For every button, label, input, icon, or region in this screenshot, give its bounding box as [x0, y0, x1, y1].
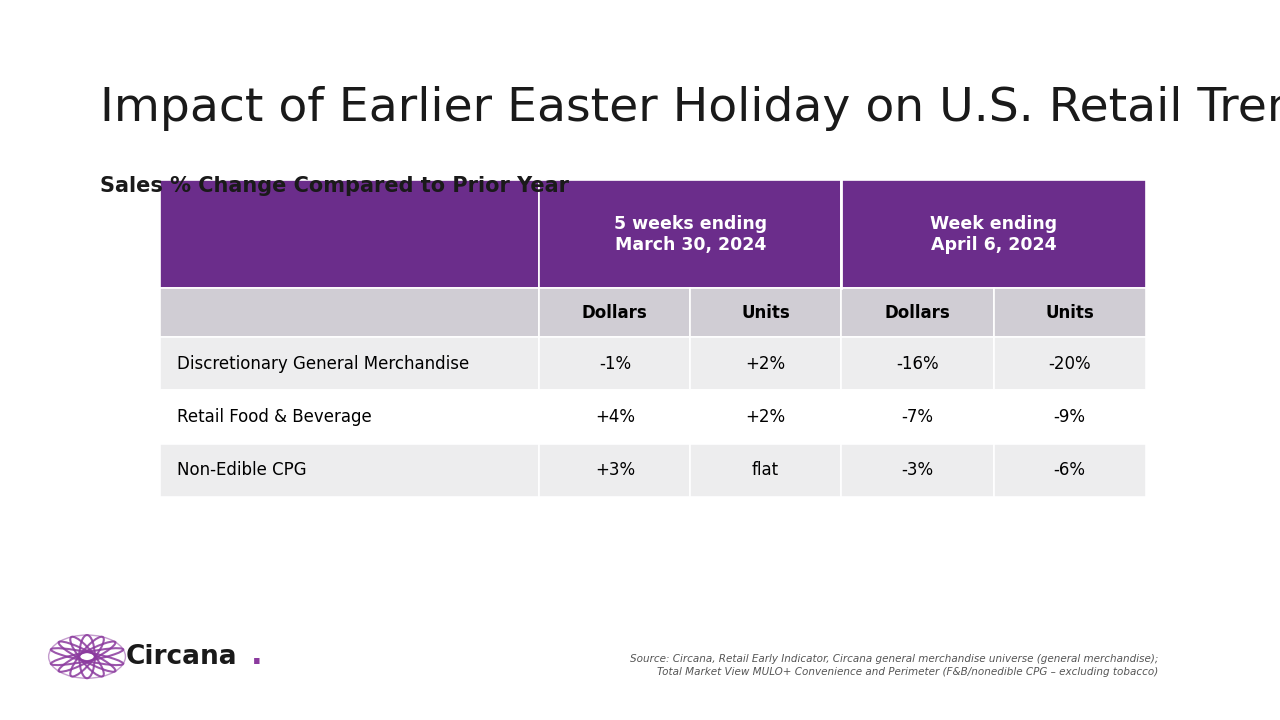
Text: -9%: -9%: [1053, 408, 1085, 426]
Text: Circana: Circana: [125, 644, 237, 670]
FancyBboxPatch shape: [993, 288, 1146, 337]
Text: Source: Circana, Retail Early Indicator, Circana general merchandise universe (g: Source: Circana, Retail Early Indicator,…: [630, 654, 1158, 677]
Text: +2%: +2%: [745, 408, 786, 426]
FancyBboxPatch shape: [690, 390, 841, 444]
Text: -7%: -7%: [901, 408, 933, 426]
FancyBboxPatch shape: [841, 288, 993, 337]
FancyBboxPatch shape: [690, 288, 841, 337]
FancyBboxPatch shape: [539, 337, 690, 390]
Text: .: .: [251, 642, 262, 670]
Text: Discretionary General Merchandise: Discretionary General Merchandise: [177, 355, 468, 373]
Text: -1%: -1%: [599, 355, 631, 373]
Text: +2%: +2%: [745, 355, 786, 373]
Text: -6%: -6%: [1053, 462, 1085, 480]
Text: Units: Units: [741, 304, 790, 322]
Text: Dollars: Dollars: [884, 304, 950, 322]
Text: +4%: +4%: [595, 408, 635, 426]
Text: Week ending
April 6, 2024: Week ending April 6, 2024: [929, 215, 1057, 253]
Text: Retail Food & Beverage: Retail Food & Beverage: [177, 408, 371, 426]
Text: -20%: -20%: [1048, 355, 1091, 373]
FancyBboxPatch shape: [539, 180, 841, 288]
FancyBboxPatch shape: [993, 390, 1146, 444]
FancyBboxPatch shape: [690, 337, 841, 390]
FancyBboxPatch shape: [841, 337, 993, 390]
FancyBboxPatch shape: [993, 337, 1146, 390]
FancyBboxPatch shape: [160, 390, 539, 444]
FancyBboxPatch shape: [841, 180, 1146, 288]
Text: +3%: +3%: [595, 462, 635, 480]
Text: flat: flat: [753, 462, 780, 480]
Text: Units: Units: [1046, 304, 1094, 322]
FancyBboxPatch shape: [690, 444, 841, 497]
FancyBboxPatch shape: [841, 444, 993, 497]
Text: 5 weeks ending
March 30, 2024: 5 weeks ending March 30, 2024: [613, 215, 767, 253]
Text: -3%: -3%: [901, 462, 933, 480]
FancyBboxPatch shape: [539, 288, 690, 337]
Text: Non-Edible CPG: Non-Edible CPG: [177, 462, 306, 480]
FancyBboxPatch shape: [539, 444, 690, 497]
Text: Dollars: Dollars: [582, 304, 648, 322]
Text: Impact of Earlier Easter Holiday on U.S. Retail Trends: Impact of Earlier Easter Holiday on U.S.…: [100, 86, 1280, 131]
Text: -16%: -16%: [896, 355, 938, 373]
FancyBboxPatch shape: [539, 390, 690, 444]
FancyBboxPatch shape: [841, 390, 993, 444]
FancyBboxPatch shape: [160, 180, 539, 288]
FancyBboxPatch shape: [993, 444, 1146, 497]
FancyBboxPatch shape: [160, 288, 539, 337]
FancyBboxPatch shape: [160, 337, 539, 390]
Text: Sales % Change Compared to Prior Year: Sales % Change Compared to Prior Year: [100, 176, 568, 197]
FancyBboxPatch shape: [160, 444, 539, 497]
